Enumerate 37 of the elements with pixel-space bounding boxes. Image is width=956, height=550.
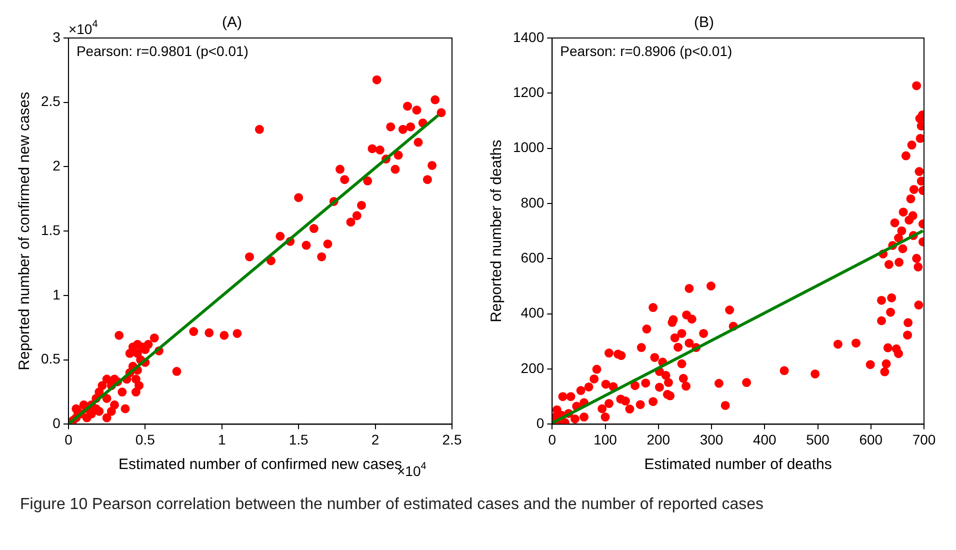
chart-title: (A) (222, 14, 242, 32)
annotation: Pearson: r=0.8906 (p<0.01) (560, 43, 732, 59)
y-tick-label: 1400 (512, 28, 544, 45)
y-tick-label: 2.5 (40, 93, 61, 110)
y-tick-label: 0.5 (40, 350, 61, 367)
x-tick-label: 500 (806, 431, 830, 448)
y-tick-label: 0 (536, 415, 544, 432)
y-axis-title: Reported number of confirmed new cases (16, 92, 34, 370)
y-tick-label: 800 (520, 194, 544, 210)
y-tick-label: 2 (52, 158, 61, 174)
y-tick-label: 3 (52, 28, 61, 45)
y-tick-label: 0 (52, 415, 61, 432)
chart-title: (B) (694, 14, 714, 32)
x-tick-label: 1.5 (288, 431, 309, 448)
x-tick-label: 700 (912, 431, 936, 448)
y-tick-label: 1.5 (40, 222, 61, 238)
y-tick-label: 1 (52, 286, 61, 302)
x-tick-label: 200 (646, 431, 670, 448)
annotation: Pearson: r=0.9801 (p<0.01) (76, 43, 248, 59)
x-tick-label: 100 (594, 431, 618, 448)
x-tick-label: 0.5 (135, 431, 156, 448)
x-tick-label: 2.5 (442, 431, 462, 448)
y-tick-label: 1200 (512, 84, 544, 100)
x-tick-label: 0 (64, 431, 73, 448)
x-tick-label: 1 (218, 431, 226, 448)
y-tick-label: 200 (520, 360, 544, 376)
x-tick-label: 400 (752, 431, 777, 448)
x-tick-label: 0 (548, 431, 556, 448)
x-tick-label: 600 (859, 431, 883, 448)
caption: Figure 10 Pearson correlation between the number of estimated cases and the number of reported cases (19, 496, 765, 514)
x-tick-label: 2 (371, 431, 380, 448)
x-axis-title: Estimated number of deaths (644, 456, 832, 474)
y-axis-title: Reported number of deaths (488, 140, 506, 322)
x-tick-label: 300 (700, 431, 724, 448)
y-tick-label: 600 (520, 250, 544, 266)
y-tick-label: 1000 (512, 139, 544, 156)
y-tick-label: 400 (520, 304, 544, 321)
